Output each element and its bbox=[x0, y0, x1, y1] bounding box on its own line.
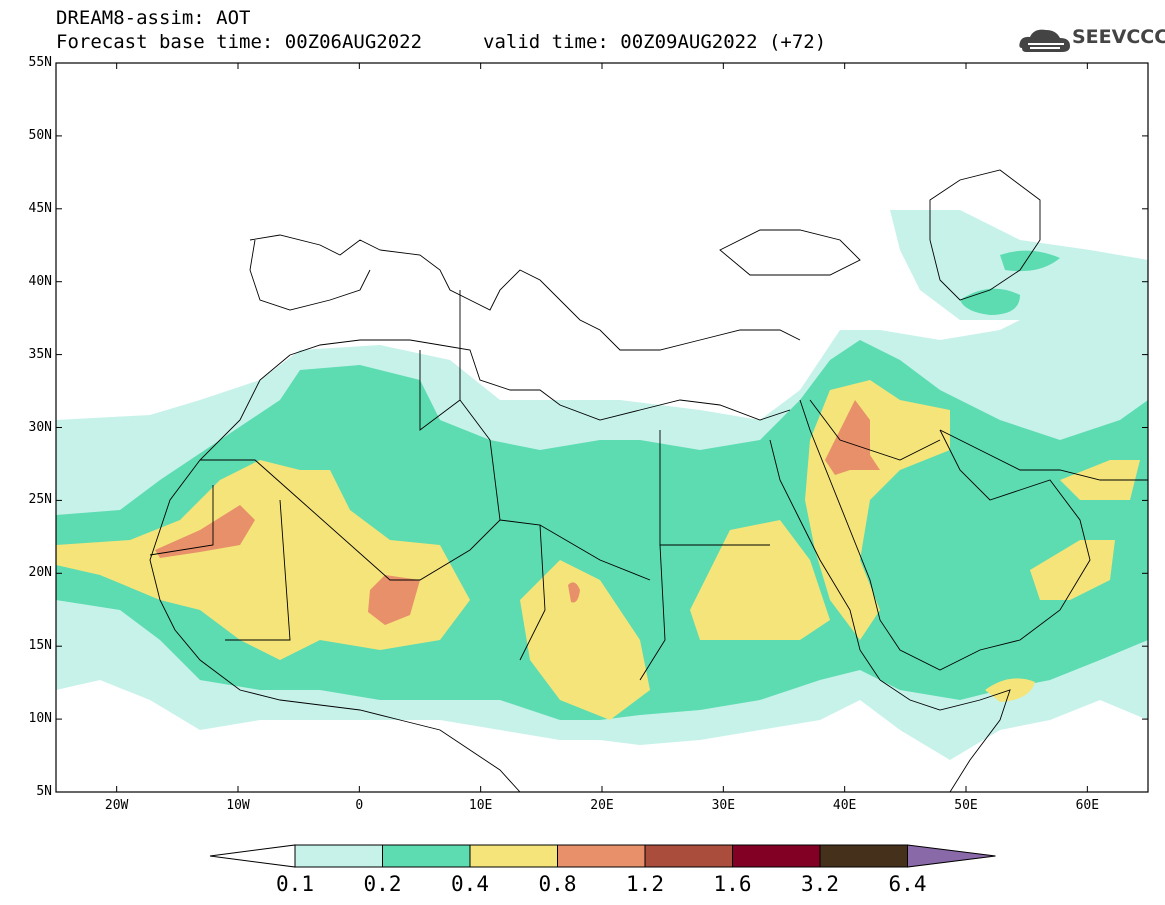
lat-label: 15N bbox=[28, 638, 52, 654]
lat-label: 20N bbox=[28, 565, 52, 581]
lon-label: 10W bbox=[226, 798, 250, 813]
colorbar-arrow-low bbox=[209, 844, 296, 868]
colorbar-segment bbox=[644, 844, 733, 868]
lat-label: 55N bbox=[28, 55, 52, 70]
lon-label: 0 bbox=[355, 798, 364, 813]
aot-contour-0.8-mali bbox=[368, 575, 420, 625]
colorbar-label: 1.6 bbox=[713, 872, 752, 896]
coastlines bbox=[149, 169, 1148, 792]
lat-label: 40N bbox=[28, 273, 52, 289]
colorbar-label: 1.2 bbox=[626, 872, 664, 896]
lon-label: 50E bbox=[954, 798, 978, 813]
lat-label: 50N bbox=[28, 127, 52, 143]
colorbar-segment bbox=[294, 844, 383, 868]
colorbar-segment bbox=[732, 844, 821, 868]
colorbar-label: 6.4 bbox=[888, 872, 927, 896]
logo-text: SEEVCCC bbox=[1072, 26, 1165, 48]
colorbar-segment bbox=[469, 844, 558, 868]
colorbar-label: 0.2 bbox=[363, 872, 402, 896]
aot-contour-0.8-iraq bbox=[825, 400, 880, 475]
colorbar-arrow-high bbox=[907, 844, 996, 868]
lon-label: 60E bbox=[1075, 798, 1100, 813]
title-base-time: Forecast base time: 00Z06AUG2022 bbox=[56, 31, 423, 53]
seevccc-cloud-icon bbox=[1019, 29, 1070, 52]
lat-label: 35N bbox=[28, 346, 52, 362]
colorbar-label: 0.1 bbox=[276, 872, 314, 896]
title-line-1: DREAM8-assim: AOT bbox=[56, 7, 251, 29]
aot-contour-0.8-west bbox=[155, 505, 255, 558]
lat-label: 25N bbox=[28, 492, 52, 508]
lon-label: 40E bbox=[832, 798, 857, 813]
aot-contour-0.4-chad bbox=[520, 560, 650, 720]
lat-label: 10N bbox=[28, 711, 52, 727]
colorbar-segment bbox=[557, 844, 646, 868]
aot-contour-0.4-oman bbox=[1030, 540, 1115, 600]
lon-label: 30E bbox=[711, 798, 736, 813]
aot-contour-0.4 bbox=[56, 460, 470, 660]
aot-contour-0.2-north bbox=[1000, 250, 1060, 272]
aot-contour-0.4-sudan bbox=[690, 520, 830, 640]
lat-label: 45N bbox=[28, 200, 52, 216]
colorbar-label: 3.2 bbox=[801, 872, 839, 896]
title-valid-time: valid time: 00Z09AUG2022 (+72) bbox=[483, 31, 827, 53]
lat-label: 5N bbox=[36, 784, 52, 799]
colorbar-segment bbox=[382, 844, 471, 868]
lat-label: 30N bbox=[28, 419, 52, 435]
colorbar-label: 0.8 bbox=[538, 872, 577, 896]
aot-contour-0.8-chad bbox=[568, 582, 580, 603]
lon-label: 20W bbox=[104, 798, 129, 813]
colorbar-segment bbox=[819, 844, 908, 868]
colorbar-label: 0.4 bbox=[451, 872, 489, 896]
lon-label: 20E bbox=[590, 798, 614, 813]
lon-label: 10E bbox=[468, 798, 493, 813]
